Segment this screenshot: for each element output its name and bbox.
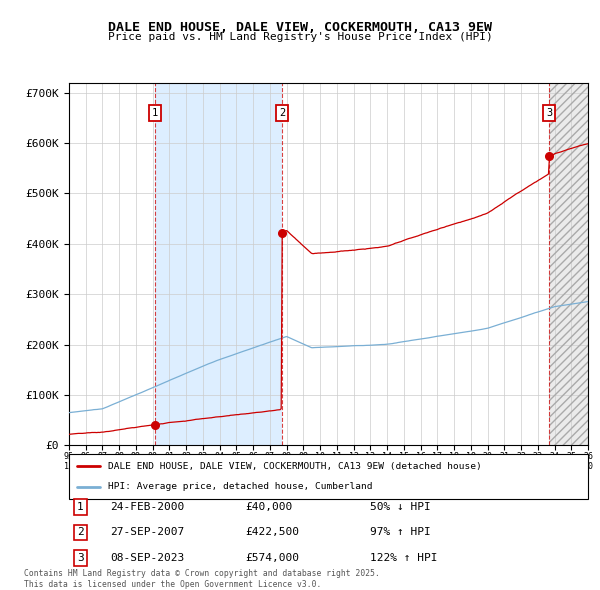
Text: Price paid vs. HM Land Registry's House Price Index (HPI): Price paid vs. HM Land Registry's House … xyxy=(107,32,493,42)
Text: DALE END HOUSE, DALE VIEW, COCKERMOUTH, CA13 9EW: DALE END HOUSE, DALE VIEW, COCKERMOUTH, … xyxy=(108,21,492,34)
Text: 1: 1 xyxy=(152,108,158,118)
Bar xyxy=(550,77,588,445)
Text: 50% ↓ HPI: 50% ↓ HPI xyxy=(370,502,431,512)
Text: DALE END HOUSE, DALE VIEW, COCKERMOUTH, CA13 9EW (detached house): DALE END HOUSE, DALE VIEW, COCKERMOUTH, … xyxy=(108,462,482,471)
Text: Contains HM Land Registry data © Crown copyright and database right 2025.
This d: Contains HM Land Registry data © Crown c… xyxy=(24,569,380,589)
Text: 24-FEB-2000: 24-FEB-2000 xyxy=(110,502,185,512)
Text: £574,000: £574,000 xyxy=(245,553,299,563)
Text: £422,500: £422,500 xyxy=(245,527,299,537)
Text: 2: 2 xyxy=(77,527,84,537)
Text: 1: 1 xyxy=(77,502,84,512)
Bar xyxy=(155,83,282,445)
Text: 3: 3 xyxy=(546,108,553,118)
Text: £40,000: £40,000 xyxy=(245,502,293,512)
FancyBboxPatch shape xyxy=(69,454,588,499)
Bar xyxy=(550,83,588,445)
Text: 27-SEP-2007: 27-SEP-2007 xyxy=(110,527,185,537)
Text: 97% ↑ HPI: 97% ↑ HPI xyxy=(370,527,431,537)
Text: 2: 2 xyxy=(279,108,286,118)
Text: HPI: Average price, detached house, Cumberland: HPI: Average price, detached house, Cumb… xyxy=(108,482,373,491)
Text: 3: 3 xyxy=(77,553,84,563)
Text: 122% ↑ HPI: 122% ↑ HPI xyxy=(370,553,437,563)
Text: 08-SEP-2023: 08-SEP-2023 xyxy=(110,553,185,563)
